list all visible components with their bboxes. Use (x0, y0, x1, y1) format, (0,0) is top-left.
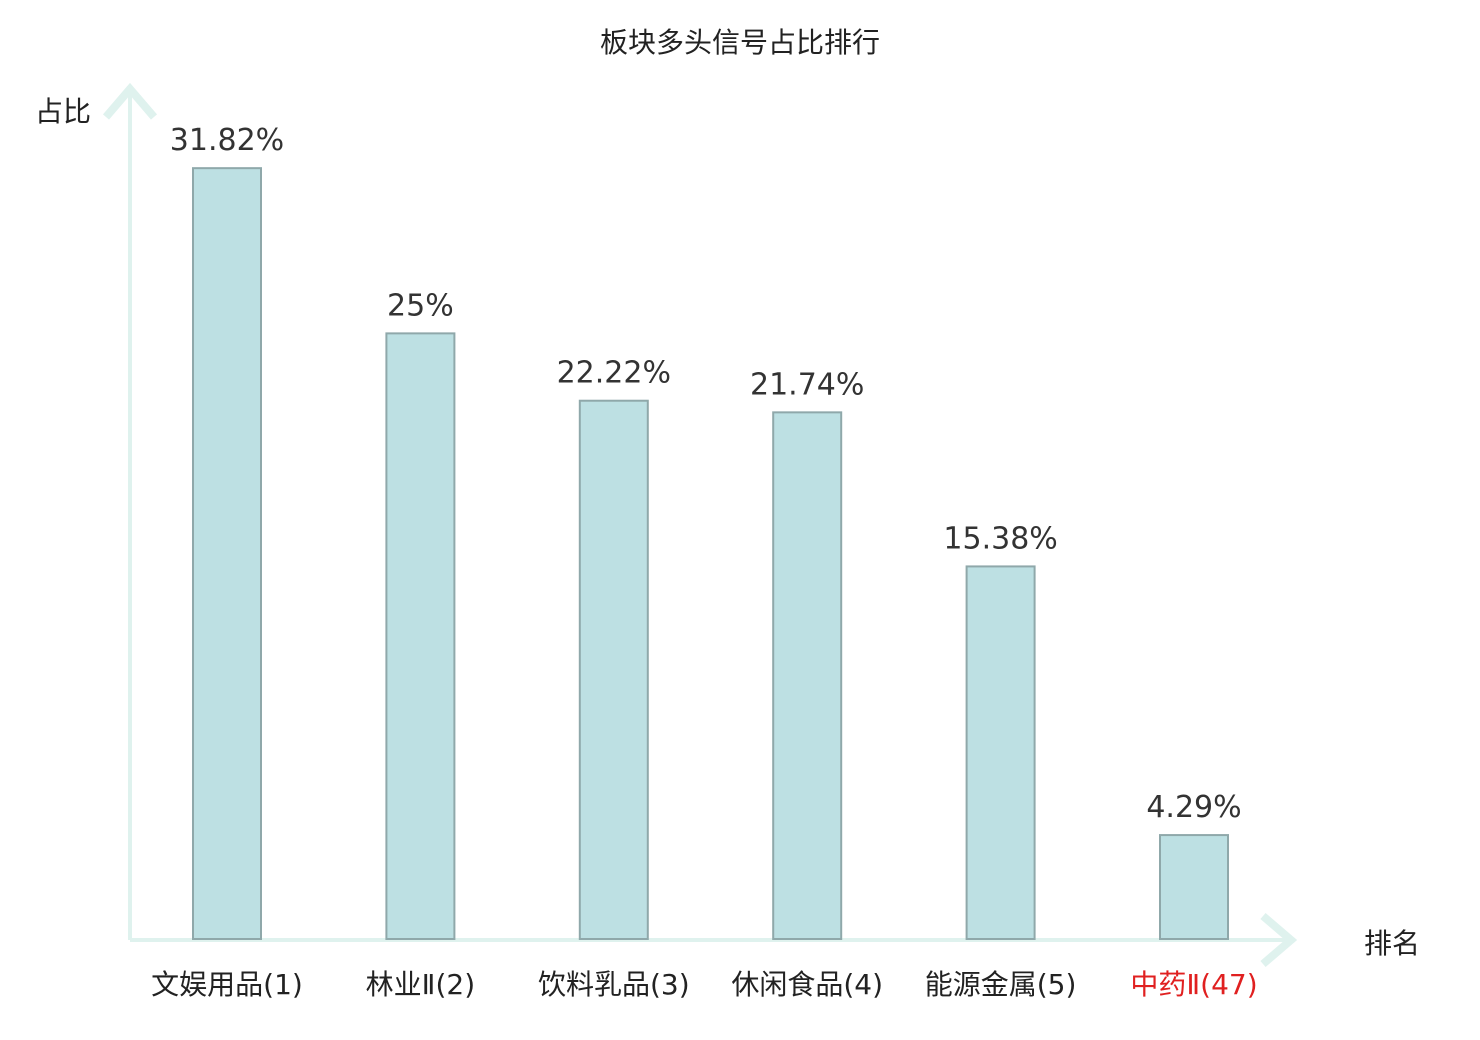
x-tick-label: 中药Ⅱ(47) (1130, 968, 1257, 1001)
x-tick-label: 林业Ⅱ(2) (366, 968, 475, 1001)
bar (1159, 834, 1229, 941)
x-tick-label: 文娱用品(1) (151, 968, 303, 1001)
bar (772, 411, 843, 940)
bar-value-label: 31.82% (170, 123, 284, 158)
bar-value-label: 25% (387, 288, 454, 323)
bar (965, 565, 1036, 940)
chart-title: 板块多头信号占比排行 (600, 26, 880, 59)
x-tick-label: 能源金属(5) (925, 968, 1077, 1001)
y-axis-label: 占比 (35, 95, 91, 128)
bar-series: 31.82% 文娱用品(1) 25% 林业Ⅱ(2) 22.22% 饮料乳品(3) 21.74… (151, 123, 1257, 1001)
x-axis-label: 排名 (1364, 927, 1420, 960)
x-tick-label: 饮料乳品(3) (538, 968, 690, 1001)
bar (192, 167, 262, 940)
bar (385, 332, 456, 940)
bar (578, 399, 649, 940)
bar-value-label: 4.29% (1146, 790, 1241, 825)
bar-value-label: 15.38% (943, 521, 1057, 556)
x-tick-label: 休闲食品(4) (731, 968, 883, 1001)
bar-value-label: 21.74% (750, 367, 864, 402)
bar-value-label: 22.22% (557, 356, 671, 391)
